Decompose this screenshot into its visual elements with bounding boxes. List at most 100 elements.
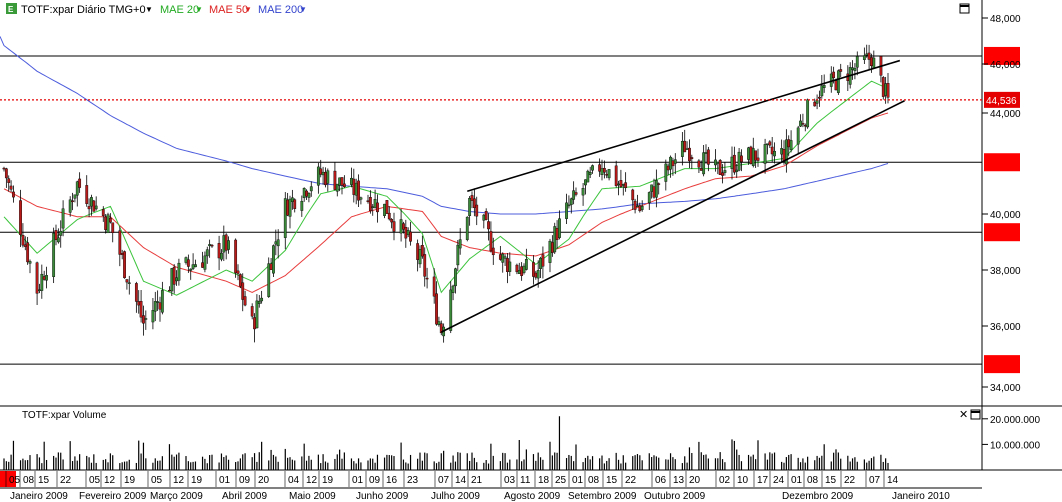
volume-bar — [119, 463, 121, 470]
volume-bar — [393, 456, 395, 470]
x-day-label: 18 — [538, 475, 550, 486]
volume-bar — [603, 463, 605, 470]
candle-body — [418, 249, 422, 265]
candle-body — [56, 237, 60, 243]
candle-body — [118, 230, 122, 255]
ma50-dropdown-icon[interactable]: ▼ — [244, 5, 252, 14]
volume-bar — [209, 455, 211, 470]
x-month-label: Agosto 2009 — [504, 491, 561, 502]
volume-bar — [43, 441, 45, 470]
volume-bar — [287, 457, 289, 470]
x-month-label: Janeiro 2009 — [10, 491, 68, 502]
candle-body — [371, 206, 375, 208]
candle-body — [784, 139, 788, 165]
volume-bar — [90, 462, 93, 470]
candle-body — [352, 178, 356, 195]
x-day-label: 15 — [38, 475, 50, 486]
candle-body — [588, 172, 592, 175]
x-day-label: 10 — [737, 475, 749, 486]
volume-bar — [154, 458, 156, 470]
candle-body — [224, 234, 228, 251]
candle-body — [191, 264, 195, 269]
candle-body — [581, 188, 585, 196]
volume-bar — [168, 444, 171, 470]
candle-body — [158, 302, 162, 310]
ma50-label[interactable]: MAE 50 — [209, 4, 248, 16]
chart-header: E TOTF:xpar Diário TMG+0 ▼ MAE 20 ▼ MAE … — [6, 3, 970, 16]
volume-bar — [435, 463, 438, 470]
candle-body — [617, 183, 620, 186]
candle-body — [326, 170, 330, 184]
volume-bar — [24, 460, 26, 470]
candle-body — [316, 166, 320, 186]
candle-body — [706, 149, 710, 165]
volume-bar — [615, 452, 617, 470]
candle-body — [569, 198, 573, 205]
candle-body — [881, 77, 885, 97]
volume-bar — [386, 454, 388, 470]
candle-body — [409, 231, 412, 242]
x-day-label: 01 — [572, 475, 584, 486]
volume-bar — [350, 458, 353, 470]
candle-body — [768, 141, 772, 146]
x-month-label: Fevereiro 2009 — [79, 491, 147, 502]
volume-bar — [599, 458, 601, 470]
volume-bar — [218, 462, 220, 470]
volume-bar — [558, 416, 561, 470]
volume-bar — [769, 452, 771, 470]
x-month-label: Janeiro 2010 — [892, 491, 950, 502]
symbol-label[interactable]: TOTF:xpar Diário TMG+0 — [21, 4, 146, 16]
close-icon[interactable]: ✕ — [959, 409, 968, 421]
candle-body — [68, 199, 72, 213]
volume-bar — [71, 461, 74, 470]
x-day-label: 01 — [219, 475, 231, 486]
candle-body — [872, 57, 876, 69]
candle-body — [600, 168, 604, 175]
volume-maximize-icon[interactable] — [970, 409, 981, 420]
volume-bar — [38, 457, 41, 470]
volume-bar — [10, 454, 12, 470]
candle-body — [763, 144, 767, 164]
x-month-label: Julho 2009 — [431, 491, 480, 502]
candle-body — [484, 211, 488, 220]
volume-bar — [589, 459, 591, 470]
candle-body — [614, 165, 618, 186]
candle-body — [283, 198, 287, 238]
volume-bar — [719, 452, 721, 470]
volume-bar — [790, 454, 792, 470]
symbol-dropdown-icon[interactable]: ▼ — [145, 5, 153, 14]
candle-body — [208, 244, 212, 247]
volume-bar — [223, 457, 225, 470]
ma20-label[interactable]: MAE 20 — [160, 4, 199, 16]
volume-bar — [60, 452, 62, 470]
maximize-icon[interactable] — [959, 3, 970, 14]
candle-body — [735, 169, 739, 172]
volume-bar — [847, 455, 849, 470]
candle-body — [404, 227, 408, 239]
ma200-dropdown-icon[interactable]: ▼ — [299, 5, 307, 14]
x-month-label: Abril 2009 — [222, 491, 267, 502]
candle-body — [558, 218, 561, 238]
candle-body — [392, 221, 396, 232]
candle-body — [534, 272, 538, 278]
ma20-dropdown-icon[interactable]: ▼ — [195, 5, 203, 14]
volume-bar — [187, 461, 189, 470]
ma200-label[interactable]: MAE 200 — [258, 4, 303, 16]
x-day-label: 19 — [124, 475, 136, 486]
candle-body — [451, 285, 455, 293]
volume-bar — [424, 452, 426, 470]
candle-body — [203, 255, 207, 270]
candle-body — [553, 226, 557, 253]
candle-body — [721, 172, 724, 176]
volume-bar — [237, 461, 239, 470]
volume-bar — [357, 458, 360, 470]
volume-bar — [804, 462, 806, 470]
candle-body — [186, 259, 190, 267]
volume-bar — [3, 458, 5, 470]
volume-bar — [459, 452, 461, 470]
volume-bar — [516, 459, 518, 470]
volume-bar — [308, 455, 310, 470]
volume-bar — [270, 449, 272, 470]
volume-bar — [112, 455, 114, 470]
candle-body — [572, 190, 576, 200]
